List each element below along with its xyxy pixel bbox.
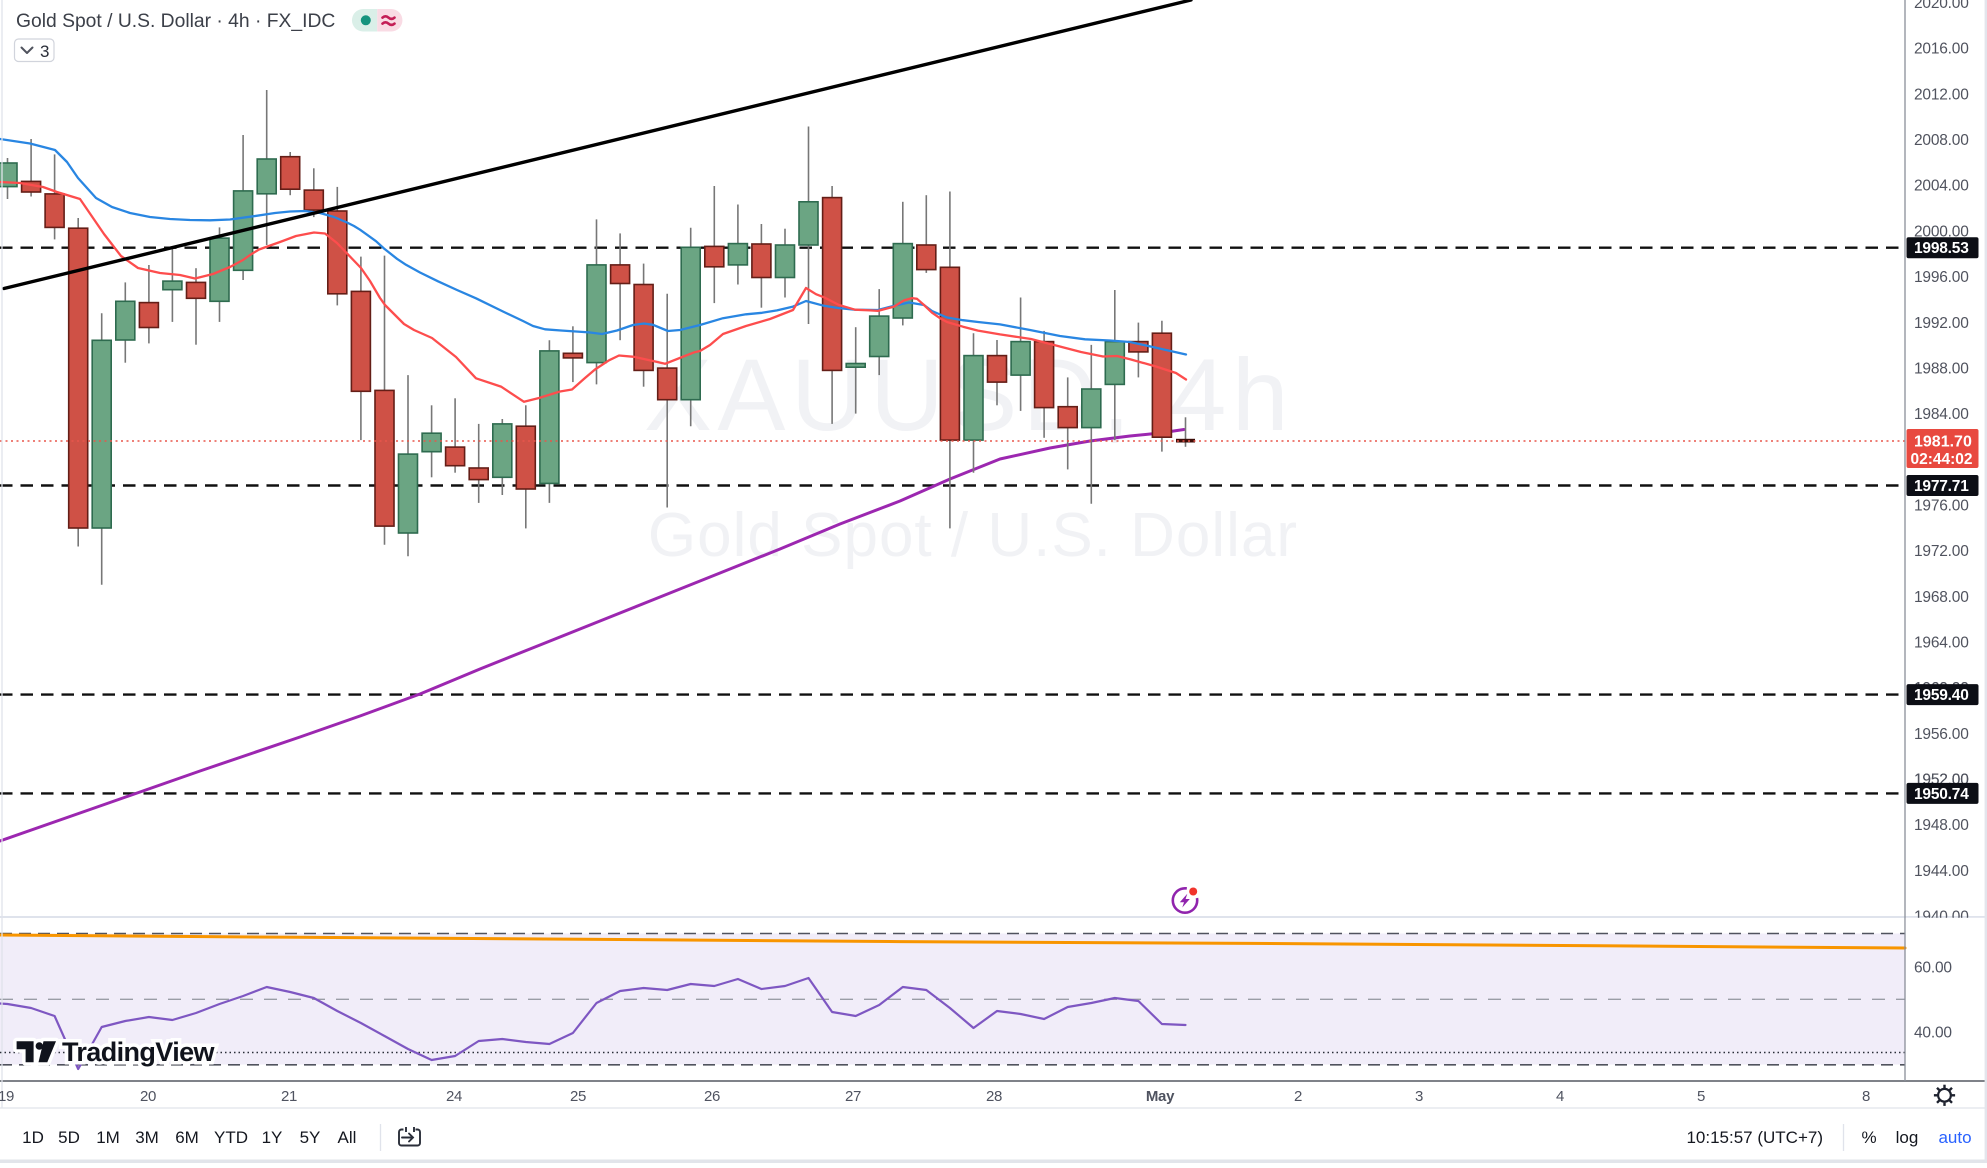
svg-text:2000.00: 2000.00 bbox=[1914, 223, 1969, 240]
svg-text:3M: 3M bbox=[135, 1128, 159, 1147]
svg-text:02:44:02: 02:44:02 bbox=[1911, 451, 1973, 468]
svg-text:21: 21 bbox=[281, 1088, 297, 1105]
svg-text:1944.00: 1944.00 bbox=[1914, 863, 1969, 880]
svg-text:2: 2 bbox=[1294, 1088, 1302, 1105]
svg-text:May: May bbox=[1146, 1088, 1175, 1105]
svg-text:log: log bbox=[1896, 1128, 1919, 1147]
svg-text:1981.70: 1981.70 bbox=[1914, 434, 1972, 451]
svg-text:1956.00: 1956.00 bbox=[1914, 726, 1969, 743]
svg-text:1D: 1D bbox=[22, 1128, 44, 1147]
svg-text:YTD: YTD bbox=[214, 1128, 248, 1147]
svg-text:4: 4 bbox=[1556, 1088, 1564, 1105]
svg-text:2020.00: 2020.00 bbox=[1914, 0, 1969, 12]
svg-text:%: % bbox=[1861, 1128, 1876, 1147]
svg-text:60.00: 60.00 bbox=[1914, 960, 1952, 977]
svg-text:auto: auto bbox=[1938, 1128, 1971, 1147]
svg-text:19: 19 bbox=[0, 1088, 14, 1105]
svg-text:Gold Spot / U.S. Dollar · 4h ·: Gold Spot / U.S. Dollar · 4h · FX_IDC bbox=[16, 11, 335, 32]
svg-text:5Y: 5Y bbox=[300, 1128, 321, 1147]
svg-text:3: 3 bbox=[40, 42, 49, 61]
svg-text:5D: 5D bbox=[58, 1128, 80, 1147]
svg-text:1992.00: 1992.00 bbox=[1914, 315, 1969, 332]
svg-text:3: 3 bbox=[1415, 1088, 1423, 1105]
svg-text:1968.00: 1968.00 bbox=[1914, 589, 1969, 606]
svg-text:2016.00: 2016.00 bbox=[1914, 41, 1969, 58]
svg-text:1M: 1M bbox=[96, 1128, 120, 1147]
svg-text:25: 25 bbox=[570, 1088, 586, 1105]
svg-text:2008.00: 2008.00 bbox=[1914, 132, 1969, 149]
svg-text:1984.00: 1984.00 bbox=[1914, 406, 1969, 423]
svg-text:1964.00: 1964.00 bbox=[1914, 635, 1969, 652]
svg-text:1959.40: 1959.40 bbox=[1914, 687, 1969, 704]
svg-text:27: 27 bbox=[845, 1088, 861, 1105]
svg-text:All: All bbox=[338, 1128, 357, 1147]
svg-text:24: 24 bbox=[446, 1088, 462, 1105]
svg-text:2004.00: 2004.00 bbox=[1914, 178, 1969, 195]
svg-text:2012.00: 2012.00 bbox=[1914, 86, 1969, 103]
svg-text:28: 28 bbox=[986, 1088, 1002, 1105]
svg-text:6M: 6M bbox=[175, 1128, 199, 1147]
svg-text:1977.71: 1977.71 bbox=[1914, 478, 1969, 495]
svg-text:26: 26 bbox=[704, 1088, 720, 1105]
svg-text:5: 5 bbox=[1697, 1088, 1705, 1105]
svg-text:1972.00: 1972.00 bbox=[1914, 543, 1969, 560]
svg-text:TradingView: TradingView bbox=[62, 1037, 216, 1067]
svg-text:1996.00: 1996.00 bbox=[1914, 269, 1969, 286]
svg-text:1948.00: 1948.00 bbox=[1914, 817, 1969, 834]
svg-text:8: 8 bbox=[1862, 1088, 1870, 1105]
svg-text:10:15:57 (UTC+7): 10:15:57 (UTC+7) bbox=[1686, 1128, 1823, 1147]
svg-text:Gold Spot / U.S. Dollar: Gold Spot / U.S. Dollar bbox=[648, 501, 1298, 570]
svg-text:1950.74: 1950.74 bbox=[1914, 786, 1969, 803]
svg-text:40.00: 40.00 bbox=[1914, 1025, 1952, 1042]
svg-text:1998.53: 1998.53 bbox=[1914, 240, 1969, 257]
svg-text:1Y: 1Y bbox=[262, 1128, 283, 1147]
svg-text:20: 20 bbox=[140, 1088, 156, 1105]
svg-text:1976.00: 1976.00 bbox=[1914, 498, 1969, 515]
svg-text:1988.00: 1988.00 bbox=[1914, 360, 1969, 377]
